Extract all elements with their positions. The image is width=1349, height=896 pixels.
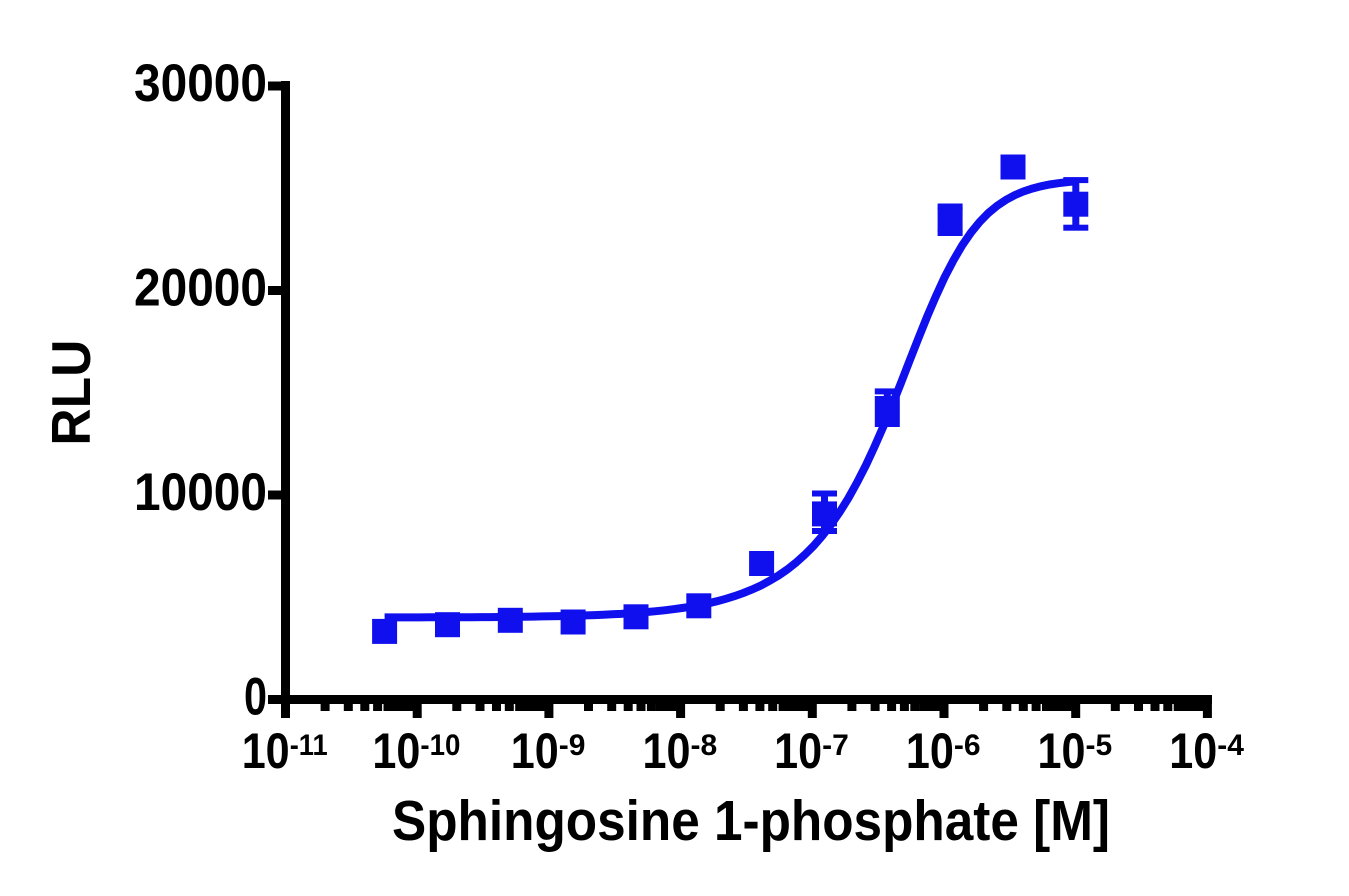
svg-text:30000: 30000 [134,54,267,113]
svg-text:0: 0 [244,668,267,727]
svg-text:20000: 20000 [134,259,267,318]
svg-text:Sphingosine 1-phosphate [M]: Sphingosine 1-phosphate [M] [392,789,1110,853]
svg-text:10-8: 10-8 [642,723,717,779]
svg-text:10-10: 10-10 [372,723,460,779]
svg-text:10-5: 10-5 [1038,723,1113,779]
svg-text:10000: 10000 [134,463,267,522]
svg-text:10-11: 10-11 [242,723,328,779]
svg-text:10-9: 10-9 [511,723,586,779]
svg-text:10-7: 10-7 [774,723,849,779]
svg-text:10-6: 10-6 [906,723,981,779]
svg-text:10-4: 10-4 [1169,723,1244,779]
svg-text:RLU: RLU [40,340,102,446]
